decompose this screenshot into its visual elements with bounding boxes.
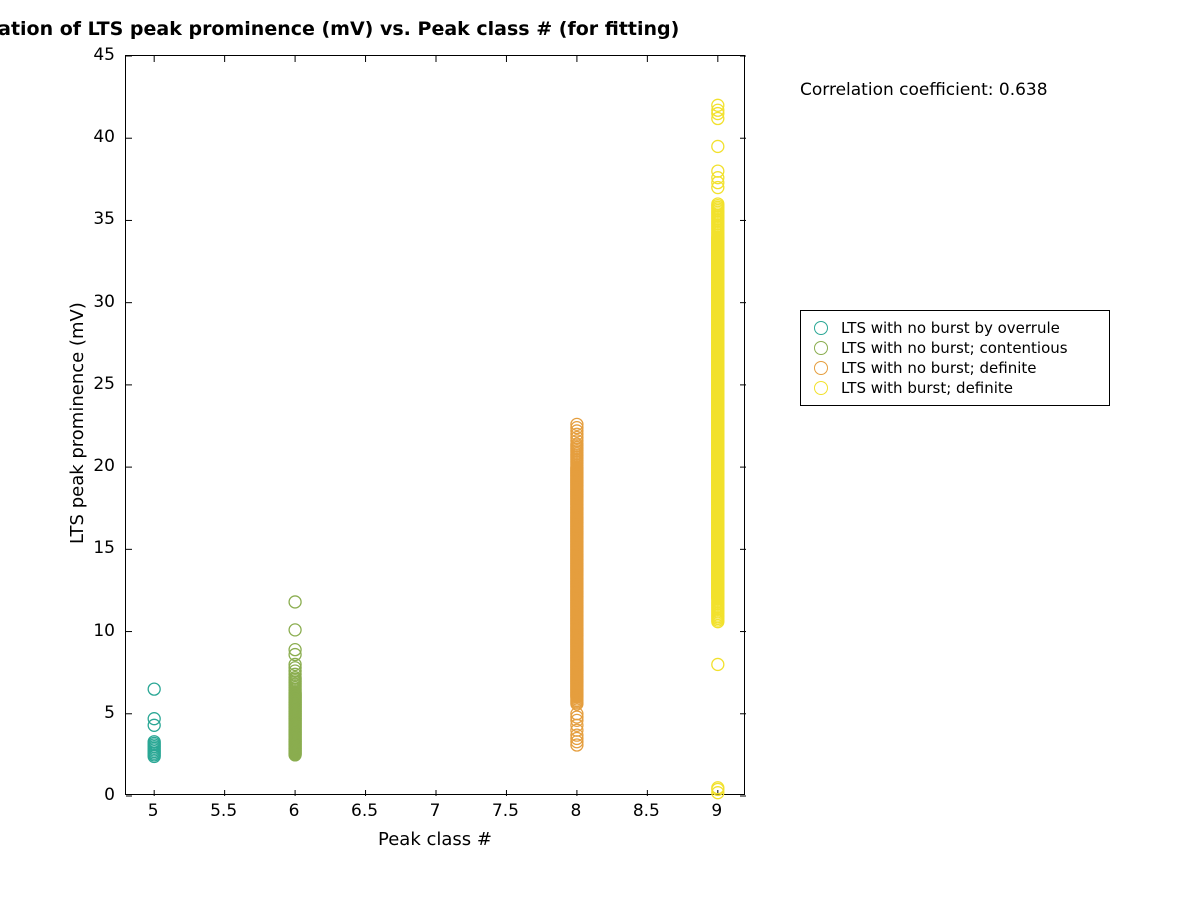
- y-tick-label: 20: [93, 456, 115, 476]
- x-tick-label: 5.5: [210, 801, 237, 821]
- x-tick-label: 6: [289, 801, 300, 821]
- y-tick-label: 10: [93, 621, 115, 641]
- x-tick-label: 8: [570, 801, 581, 821]
- legend-marker-icon: [811, 381, 831, 395]
- y-tick-label: 35: [93, 209, 115, 229]
- scatter-point: [571, 711, 583, 723]
- chart-title: rrelation of LTS peak prominence (mV) vs…: [0, 18, 679, 40]
- legend-label: LTS with no burst by overrule: [841, 319, 1060, 337]
- scatter-points: [126, 56, 746, 796]
- legend-item: LTS with burst; definite: [811, 379, 1099, 397]
- x-tick-label: 5: [148, 801, 159, 821]
- chart-container: rrelation of LTS peak prominence (mV) vs…: [0, 0, 1200, 900]
- x-tick-label: 8.5: [633, 801, 660, 821]
- y-tick-label: 5: [104, 703, 115, 723]
- y-tick-label: 0: [104, 785, 115, 805]
- legend-label: LTS with burst; definite: [841, 379, 1013, 397]
- legend-marker-icon: [811, 341, 831, 355]
- scatter-point: [712, 658, 724, 670]
- x-tick-label: 6.5: [351, 801, 378, 821]
- x-axis-label: Peak class #: [378, 829, 492, 850]
- legend: LTS with no burst by overrule LTS with no…: [800, 310, 1110, 406]
- legend-item: LTS with no burst; definite: [811, 359, 1099, 377]
- legend-marker-icon: [811, 361, 831, 375]
- legend-label: LTS with no burst; definite: [841, 359, 1036, 377]
- x-tick-label: 9: [711, 801, 722, 821]
- scatter-point: [712, 140, 724, 152]
- x-tick-label: 7: [430, 801, 441, 821]
- scatter-point: [289, 596, 301, 608]
- y-tick-label: 15: [93, 538, 115, 558]
- scatter-point: [148, 683, 160, 695]
- legend-label: LTS with no burst; contentious: [841, 339, 1068, 357]
- y-tick-label: 30: [93, 292, 115, 312]
- y-axis-label: LTS peak prominence (mV): [67, 302, 88, 544]
- scatter-point: [289, 624, 301, 636]
- y-tick-label: 25: [93, 374, 115, 394]
- x-tick-label: 7.5: [492, 801, 519, 821]
- plot-area: [125, 55, 745, 795]
- legend-marker-icon: [811, 321, 831, 335]
- y-tick-label: 45: [93, 45, 115, 65]
- legend-item: LTS with no burst by overrule: [811, 319, 1099, 337]
- legend-item: LTS with no burst; contentious: [811, 339, 1099, 357]
- y-tick-label: 40: [93, 127, 115, 147]
- correlation-annotation: Correlation coefficient: 0.638: [800, 80, 1048, 100]
